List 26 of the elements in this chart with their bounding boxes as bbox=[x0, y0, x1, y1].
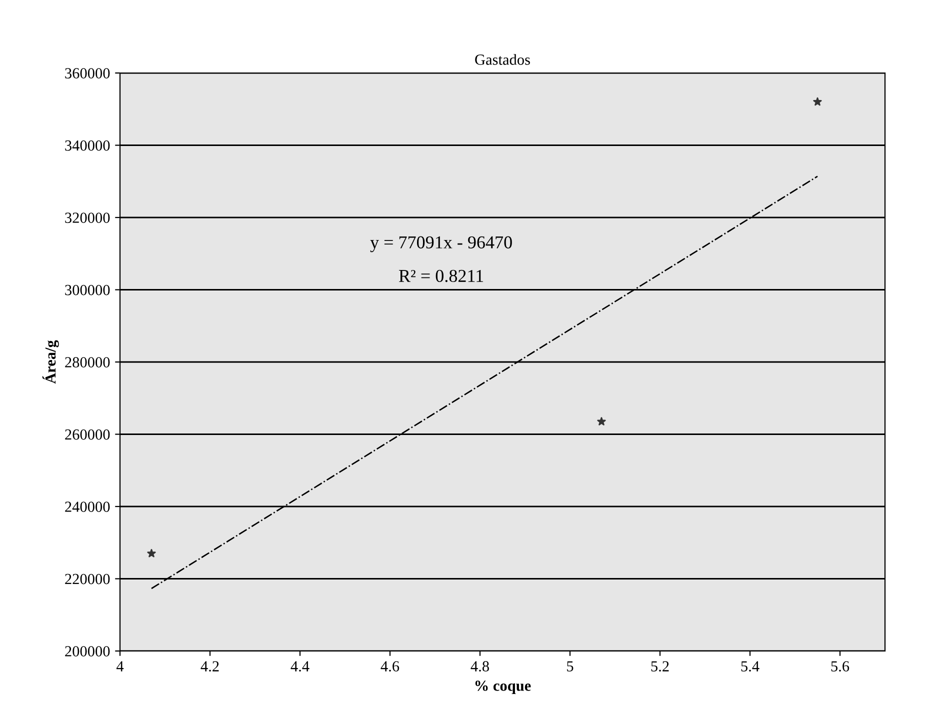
x-tick-label: 4.4 bbox=[290, 661, 310, 672]
x-tick-label: 5.6 bbox=[831, 661, 850, 672]
annotation: R² = 0.8211 bbox=[399, 270, 484, 282]
annotation: y = 77091x - 96470 bbox=[370, 236, 512, 252]
chart-title: Gastados bbox=[475, 54, 530, 65]
y-tick-label: 200000 bbox=[65, 646, 110, 656]
x-tick-label: 4 bbox=[116, 661, 124, 672]
x-tick-label: 5 bbox=[567, 661, 574, 672]
y-tick-label: 300000 bbox=[65, 284, 110, 296]
y-tick-label: 280000 bbox=[65, 357, 110, 368]
y-tick-label: 360000 bbox=[65, 68, 110, 78]
y-tick-label: 220000 bbox=[65, 574, 110, 584]
x-tick-label: 4.8 bbox=[470, 661, 489, 672]
x-axis-title: % coque bbox=[475, 680, 531, 694]
point bbox=[597, 417, 606, 426]
y-tick-label: 340000 bbox=[65, 140, 110, 151]
y-tick-label: 320000 bbox=[65, 212, 110, 223]
y-tick-label: 260000 bbox=[65, 429, 110, 440]
y-axis-title: Área/g bbox=[42, 340, 59, 384]
x-tick-label: 5.2 bbox=[651, 661, 669, 672]
x-tick-label: 4.2 bbox=[200, 661, 219, 672]
x-tick-label: 5.4 bbox=[741, 661, 760, 672]
y-tick-label: 240000 bbox=[65, 502, 110, 512]
point bbox=[147, 548, 156, 558]
point bbox=[813, 97, 822, 106]
x-tick-label: 4.6 bbox=[380, 661, 400, 672]
